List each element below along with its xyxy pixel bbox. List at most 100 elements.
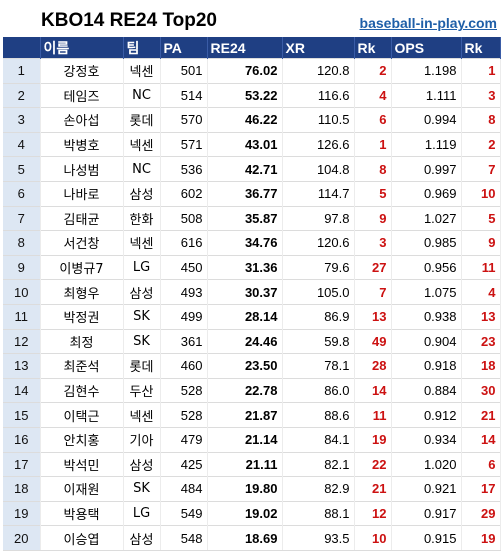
team-cell: 삼성 [123,180,161,207]
ops-rank-cell: 9 [461,230,501,256]
ops-cell: 0.884 [391,377,462,403]
row-number-cell: 19 [3,500,41,526]
pa-cell: 450 [160,254,208,280]
pa-cell: 460 [160,353,208,379]
team-cell: 삼성 [123,279,161,305]
team-cell: 기아 [123,426,161,452]
row-number-cell: 12 [3,328,41,354]
ops-rank-cell: 5 [461,205,501,231]
ops-rank-cell: 13 [461,303,501,330]
xr-rank-cell: 7 [354,279,392,305]
ops-rank-cell: 23 [461,328,501,354]
xr-cell: 79.6 [282,254,355,280]
table-row: 11 박정권 SK 499 28.14 86.9 13 0.938 13 [3,303,501,330]
team-cell: LG [123,254,161,280]
xr-rank-cell: 28 [354,353,392,379]
team-cell: SK [123,328,161,354]
sheet-title: KBO14 RE24 Top20 [41,10,217,31]
ops-rank-cell: 29 [461,500,501,526]
row-number-cell: 13 [3,353,41,379]
ops-cell: 0.921 [391,476,462,502]
xr-cell: 82.1 [282,451,355,477]
ops-cell: 0.904 [391,328,462,354]
player-name-cell: 이택근 [40,402,124,428]
ops-cell: 1.119 [391,131,462,157]
xr-rank-cell: 19 [354,426,392,452]
row-number-cell: 20 [3,525,41,551]
table-row: 6 나바로 삼성 602 36.77 114.7 5 0.969 10 [3,180,501,207]
ops-rank-cell: 14 [461,426,501,452]
table-row: 18 이재원 SK 484 19.80 82.9 21 0.921 17 [3,476,501,502]
re24-cell: 22.78 [207,377,283,403]
row-number-cell: 4 [3,131,41,157]
table-row: 16 안치홍 기아 479 21.14 84.1 19 0.934 14 [3,426,501,452]
table-row: 14 김현수 두산 528 22.78 86.0 14 0.884 30 [3,377,501,403]
ops-cell: 0.917 [391,500,462,526]
xr-rank-cell: 8 [354,156,392,182]
player-name-cell: 김현수 [40,377,124,403]
ops-rank-cell: 4 [461,279,501,305]
row-number-cell: 9 [3,254,41,280]
table-row: 19 박용택 LG 549 19.02 88.1 12 0.917 29 [3,500,501,526]
table-row: 20 이승엽 삼성 548 18.69 93.5 10 0.915 19 [3,525,501,551]
row-number-cell: 18 [3,476,41,502]
xr-cell: 86.9 [282,303,355,330]
xr-rank-cell: 13 [354,303,392,330]
player-name-cell: 서건창 [40,230,124,256]
table-row: 8 서건창 넥센 616 34.76 120.6 3 0.985 9 [3,230,501,256]
team-cell: SK [123,476,161,502]
ops-rank-cell: 1 [461,58,501,84]
pa-cell: 425 [160,451,208,477]
re24-cell: 24.46 [207,328,283,354]
ops-rank-cell: 6 [461,451,501,477]
ops-rank-cell: 3 [461,82,501,108]
player-name-cell: 이승엽 [40,525,124,551]
pa-cell: 548 [160,525,208,551]
re24-cell: 19.02 [207,500,283,526]
player-name-cell: 박용택 [40,500,124,526]
player-name-cell: 테임즈 [40,82,124,108]
team-cell: 넥센 [123,131,161,157]
site-link[interactable]: baseball-in-play.com [359,15,497,31]
re24-cell: 35.87 [207,205,283,231]
header-pa: PA [160,37,208,59]
team-cell: LG [123,500,161,526]
table-row: 9 이병규7 LG 450 31.36 79.6 27 0.956 11 [3,254,501,280]
re24-cell: 31.36 [207,254,283,280]
ops-rank-cell: 19 [461,525,501,551]
xr-rank-cell: 6 [354,107,392,133]
xr-cell: 114.7 [282,180,355,207]
ops-cell: 0.915 [391,525,462,551]
table-row: 4 박병호 넥센 571 43.01 126.6 1 1.119 2 [3,131,501,157]
re24-cell: 19.80 [207,476,283,502]
ops-rank-cell: 18 [461,353,501,379]
player-name-cell: 박정권 [40,303,124,330]
ops-rank-cell: 7 [461,156,501,182]
header-xr-rank: Rk [354,37,392,59]
re24-cell: 21.14 [207,426,283,452]
xr-cell: 97.8 [282,205,355,231]
player-name-cell: 최형우 [40,279,124,305]
table-row: 1 강정호 넥센 501 76.02 120.8 2 1.198 1 [3,58,501,84]
xr-rank-cell: 1 [354,131,392,157]
xr-cell: 104.8 [282,156,355,182]
table-row: 12 최정 SK 361 24.46 59.8 49 0.904 23 [3,328,501,354]
row-number-cell: 16 [3,426,41,452]
player-name-cell: 나바로 [40,180,124,207]
header-ops: OPS [391,37,462,59]
pa-cell: 571 [160,131,208,157]
pa-cell: 536 [160,156,208,182]
header-ops-rank: Rk [461,37,501,59]
table-row: 10 최형우 삼성 493 30.37 105.0 7 1.075 4 [3,279,501,305]
re24-cell: 18.69 [207,525,283,551]
re24-cell: 36.77 [207,180,283,207]
xr-cell: 86.0 [282,377,355,403]
xr-cell: 82.9 [282,476,355,502]
player-name-cell: 박병호 [40,131,124,157]
team-cell: 두산 [123,377,161,403]
pa-cell: 479 [160,426,208,452]
table-row: 15 이택근 넥센 528 21.87 88.6 11 0.912 21 [3,402,501,428]
ops-cell: 0.985 [391,230,462,256]
team-cell: 넥센 [123,230,161,256]
